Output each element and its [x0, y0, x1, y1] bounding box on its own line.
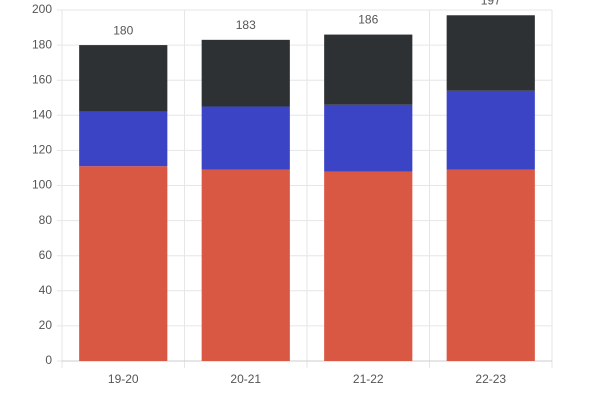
total-label: 183	[236, 18, 256, 32]
y-tick-label: 0	[45, 353, 52, 367]
bar-segment	[79, 111, 168, 167]
bar-segment	[324, 171, 413, 361]
x-tick-label: 20-21	[230, 372, 261, 386]
y-tick-label: 120	[32, 143, 52, 157]
bar-segment	[201, 39, 290, 107]
bar-segment	[446, 90, 535, 170]
y-tick-label: 40	[39, 283, 53, 297]
y-tick-label: 20	[39, 318, 53, 332]
total-label: 197	[481, 0, 501, 7]
bar-segment	[79, 166, 168, 361]
bar-segment	[324, 104, 413, 172]
y-tick-label: 80	[39, 213, 53, 227]
y-tick-label: 60	[39, 248, 53, 262]
x-tick-label: 19-20	[108, 372, 139, 386]
bar-segment	[446, 169, 535, 361]
x-tick-label: 21-22	[353, 372, 384, 386]
bar-segment	[324, 34, 413, 105]
y-tick-label: 160	[32, 72, 52, 86]
y-tick-label: 200	[32, 2, 52, 16]
y-tick-label: 100	[32, 178, 52, 192]
bar-segment	[79, 45, 168, 112]
total-label: 186	[358, 13, 378, 27]
y-tick-label: 180	[32, 37, 52, 51]
bar-segment	[446, 15, 535, 91]
bar-segment	[201, 106, 290, 170]
y-tick-label: 140	[32, 107, 52, 121]
total-label: 180	[113, 23, 133, 37]
x-tick-label: 22-23	[475, 372, 506, 386]
bar-segment	[201, 169, 290, 361]
